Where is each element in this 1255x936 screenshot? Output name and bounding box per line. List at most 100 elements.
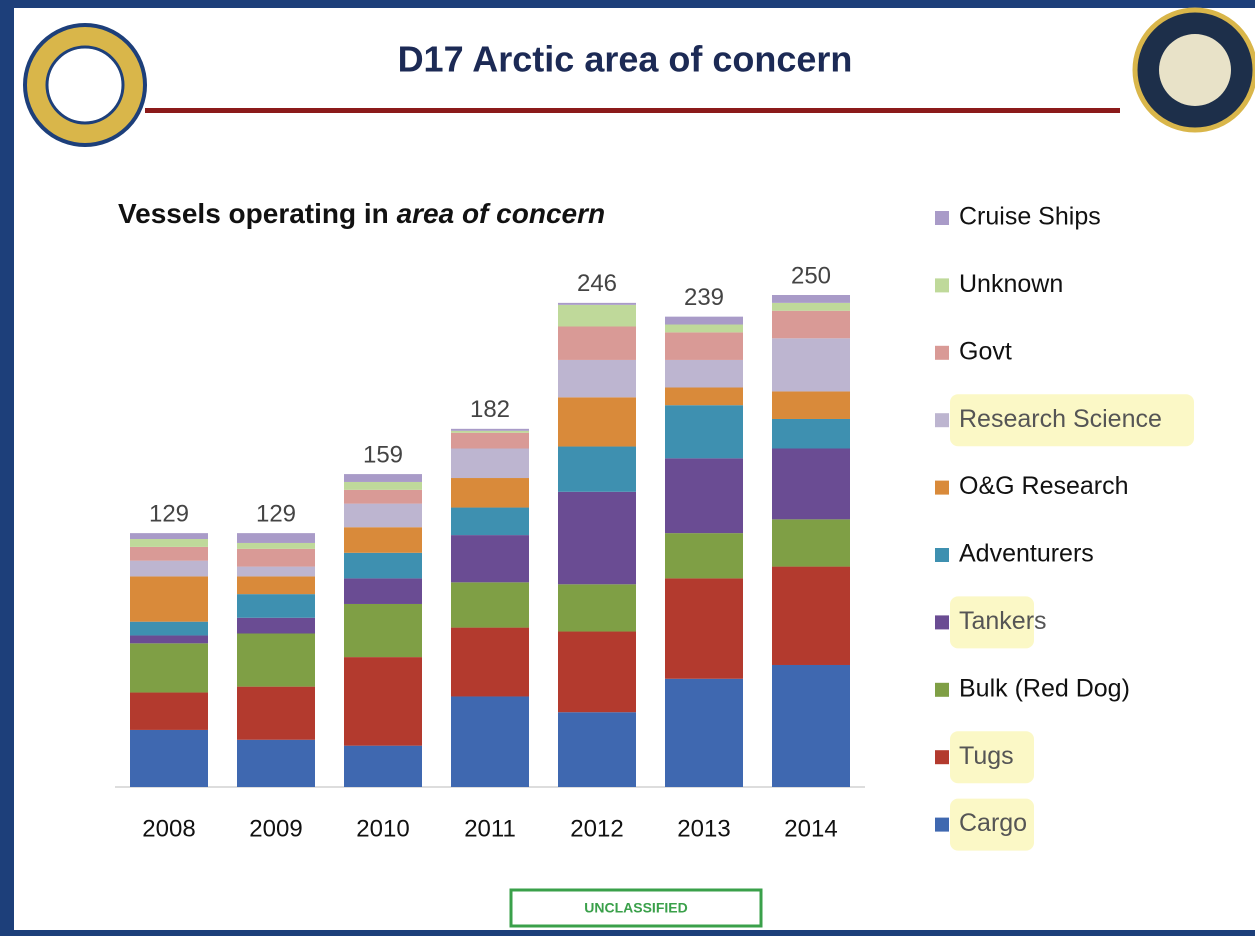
total-label: 159 <box>363 441 403 468</box>
bar-segment <box>558 302 636 305</box>
bar-segment <box>237 533 315 543</box>
bar-segment <box>772 338 850 392</box>
legend-swatch <box>935 817 949 832</box>
bar-segment <box>237 739 315 787</box>
bar-segment <box>772 418 850 449</box>
bar-segment <box>344 603 422 658</box>
bar-segment <box>344 489 422 504</box>
legend-label: Cruise Ships <box>959 203 1101 231</box>
bar-segment <box>558 326 636 360</box>
bar-segment <box>558 304 636 327</box>
bar-segment <box>130 560 208 577</box>
total-label: 246 <box>577 270 617 297</box>
legend-label: Unknown <box>959 270 1063 298</box>
bar-segment <box>558 491 636 585</box>
total-label: 239 <box>684 284 724 311</box>
bar-segment <box>344 745 422 787</box>
bar-segment <box>451 430 529 433</box>
bar-segment <box>451 478 529 508</box>
bar-segment <box>451 507 529 536</box>
bar-segment <box>130 576 208 622</box>
bar-segment <box>130 539 208 547</box>
total-label: 182 <box>470 396 510 423</box>
bar-segment <box>237 542 315 549</box>
bar-segment <box>130 533 208 540</box>
bar-segment <box>772 295 850 303</box>
bar-segment <box>344 481 422 490</box>
bar-segment <box>772 566 850 665</box>
legend-highlight <box>950 798 1034 851</box>
bar-segment <box>665 678 743 787</box>
bar-segment <box>130 621 208 636</box>
bar-segment <box>344 527 422 553</box>
legend-highlight <box>950 731 1034 784</box>
bar-segment <box>451 627 529 697</box>
bar-segment <box>344 503 422 528</box>
bar-segment <box>772 664 850 787</box>
bar-segment <box>772 310 850 339</box>
total-label: 129 <box>256 500 296 527</box>
bar-segment <box>665 578 743 679</box>
bar-segment <box>344 474 422 482</box>
bar-segment <box>665 405 743 459</box>
chart-title-main: Vessels operating in <box>118 198 397 229</box>
legend-label: Tugs <box>959 742 1014 770</box>
title-rule <box>145 108 1120 113</box>
bar-segment <box>665 316 743 325</box>
bar-segment <box>237 633 315 687</box>
bar-segment <box>237 566 315 577</box>
bar-segment <box>558 446 636 492</box>
bar-segment <box>344 578 422 604</box>
bar-segment <box>772 302 850 311</box>
legend-swatch <box>935 682 949 697</box>
x-tick-label: 2013 <box>677 815 730 842</box>
bar-segment <box>237 548 315 567</box>
footer-box <box>509 888 763 928</box>
bar-segment <box>130 729 208 787</box>
bar-segment <box>237 594 315 618</box>
total-label: 250 <box>791 262 831 289</box>
bar-segment <box>665 458 743 534</box>
legend-label: Adventurers <box>959 540 1094 568</box>
bar-segment <box>772 519 850 567</box>
bar-segment <box>558 584 636 632</box>
x-tick-label: 2012 <box>570 815 623 842</box>
bar-segment <box>665 533 743 579</box>
legend-label: Bulk (Red Dog) <box>959 674 1130 702</box>
bar-segment <box>451 432 529 449</box>
legend-label: Cargo <box>959 809 1027 837</box>
bar-segment <box>451 582 529 628</box>
slide-title: D17 Arctic area of concern <box>398 39 853 80</box>
legend-swatch <box>935 413 949 428</box>
legend-swatch <box>935 278 949 293</box>
footer-text: UNCLASSIFIED <box>584 900 687 916</box>
bar-segment <box>558 397 636 447</box>
bar-segment <box>344 657 422 746</box>
x-tick-label: 2011 <box>464 815 516 842</box>
bar-segment <box>130 546 208 561</box>
legend-label: Tankers <box>959 607 1047 635</box>
chart-title: Vessels operating in area of concern <box>118 198 605 229</box>
right-logo-inner <box>1159 34 1231 106</box>
legend-swatch <box>935 750 949 765</box>
legend-label: Research Science <box>959 405 1162 433</box>
bar-segment <box>130 635 208 644</box>
x-tick-label: 2009 <box>249 815 302 842</box>
legend-swatch <box>935 548 949 562</box>
bar-segment <box>772 391 850 419</box>
bar-segment <box>344 552 422 579</box>
bar-segment <box>451 448 529 479</box>
chart-title-emphasis: area of concern <box>397 198 606 229</box>
bar-segment <box>665 359 743 388</box>
bar-segment <box>451 428 529 431</box>
bar-segment <box>130 643 208 693</box>
x-tick-label: 2014 <box>784 815 837 842</box>
x-tick-label: 2010 <box>356 815 409 842</box>
legend-swatch <box>935 615 949 630</box>
legend-label: O&G Research <box>959 472 1129 500</box>
bar-segment <box>237 617 315 634</box>
x-tick-label: 2008 <box>142 815 195 842</box>
legend-swatch <box>935 211 949 225</box>
legend-label: Govt <box>959 337 1012 365</box>
bar-segment <box>451 535 529 583</box>
